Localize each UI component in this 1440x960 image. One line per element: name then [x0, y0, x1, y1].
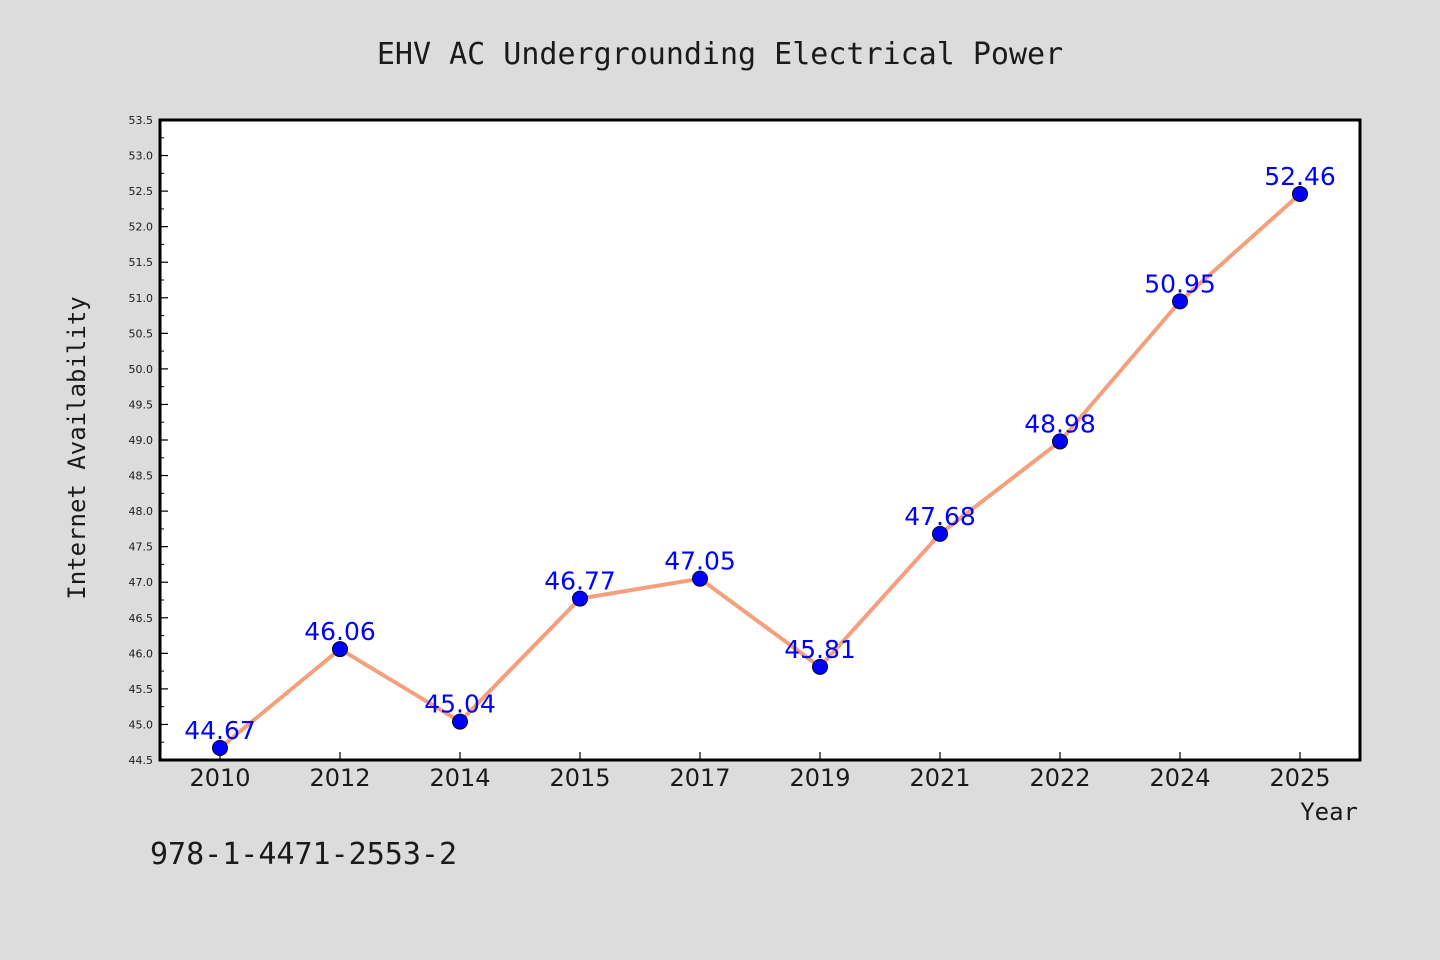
y-tick-label: 48.5 [129, 470, 154, 483]
x-tick-label: 2017 [669, 764, 730, 792]
data-point [1292, 185, 1308, 202]
x-tick-label: 2015 [549, 764, 610, 792]
y-tick-label: 53.0 [129, 150, 154, 163]
y-tick-label: 52.5 [129, 185, 154, 198]
y-tick-label: 45.5 [129, 683, 154, 696]
data-point [1052, 433, 1068, 450]
x-tick-label: 2025 [1269, 764, 1330, 792]
y-tick-label: 51.5 [129, 256, 154, 269]
y-tick-label: 51.0 [129, 292, 154, 305]
data-label: 44.67 [184, 716, 256, 745]
y-tick-label: 50.5 [129, 327, 154, 340]
data-label: 47.05 [664, 547, 736, 576]
y-tick-label: 47.5 [129, 541, 154, 554]
data-label: 46.06 [304, 617, 376, 646]
y-tick-label: 49.5 [129, 398, 154, 411]
y-tick-label: 46.0 [129, 647, 154, 660]
y-axis-label: Internet Availability [63, 296, 91, 599]
data-label: 46.77 [544, 567, 616, 596]
y-tick-label: 52.0 [129, 221, 154, 234]
y-tick-label: 44.5 [129, 754, 154, 767]
y-axis: 44.5 45.0 45.5 46.0 46.5 47.0 47.5 48.0 48.5 49.0… [129, 114, 168, 767]
data-label: 48.98 [1024, 409, 1096, 438]
y-tick-label: 46.5 [129, 612, 154, 625]
y-tick-label: 49.0 [129, 434, 154, 447]
x-tick-label: 2014 [429, 764, 490, 792]
data-point [212, 739, 228, 756]
y-tick-label: 48.0 [129, 505, 154, 518]
data-label: 50.95 [1144, 269, 1216, 298]
isbn-annotation: 978-1-4471-2553-2 [150, 837, 457, 872]
x-tick-label: 2024 [1149, 764, 1210, 792]
data-point [932, 525, 948, 542]
plot-frame [158, 118, 1362, 762]
data-markers [212, 185, 1308, 756]
x-axis-label: Year [1300, 798, 1358, 826]
x-tick-label: 2021 [909, 764, 970, 792]
data-label: 47.68 [904, 502, 976, 531]
x-axis: 2010 2012 2014 2015 2017 2019 2021 2022 2024 2025 [189, 752, 1331, 792]
y-tick-label: 47.0 [129, 576, 154, 589]
data-point [332, 641, 348, 658]
plot-area [160, 120, 1360, 760]
x-tick-label: 2010 [189, 764, 250, 792]
data-point [452, 713, 468, 730]
series-line [218, 192, 1302, 750]
y-tick-label: 50.0 [129, 363, 154, 376]
chart-title: EHV AC Undergrounding Electrical Power [377, 37, 1063, 72]
data-point [1172, 293, 1188, 310]
x-tick-label: 2012 [309, 764, 370, 792]
data-label: 52.46 [1264, 162, 1336, 191]
data-point [692, 570, 708, 587]
x-tick-label: 2019 [789, 764, 850, 792]
data-label: 45.81 [784, 635, 856, 664]
data-label: 45.04 [424, 690, 496, 719]
data-labels: 44.67 46.06 45.04 46.77 47.05 45.81 47.68 48.98… [184, 162, 1336, 745]
y-tick-label: 45.0 [129, 718, 154, 731]
data-point [572, 590, 588, 607]
y-tick-label: 53.5 [129, 114, 154, 127]
x-tick-label: 2022 [1029, 764, 1090, 792]
data-point [812, 658, 828, 675]
